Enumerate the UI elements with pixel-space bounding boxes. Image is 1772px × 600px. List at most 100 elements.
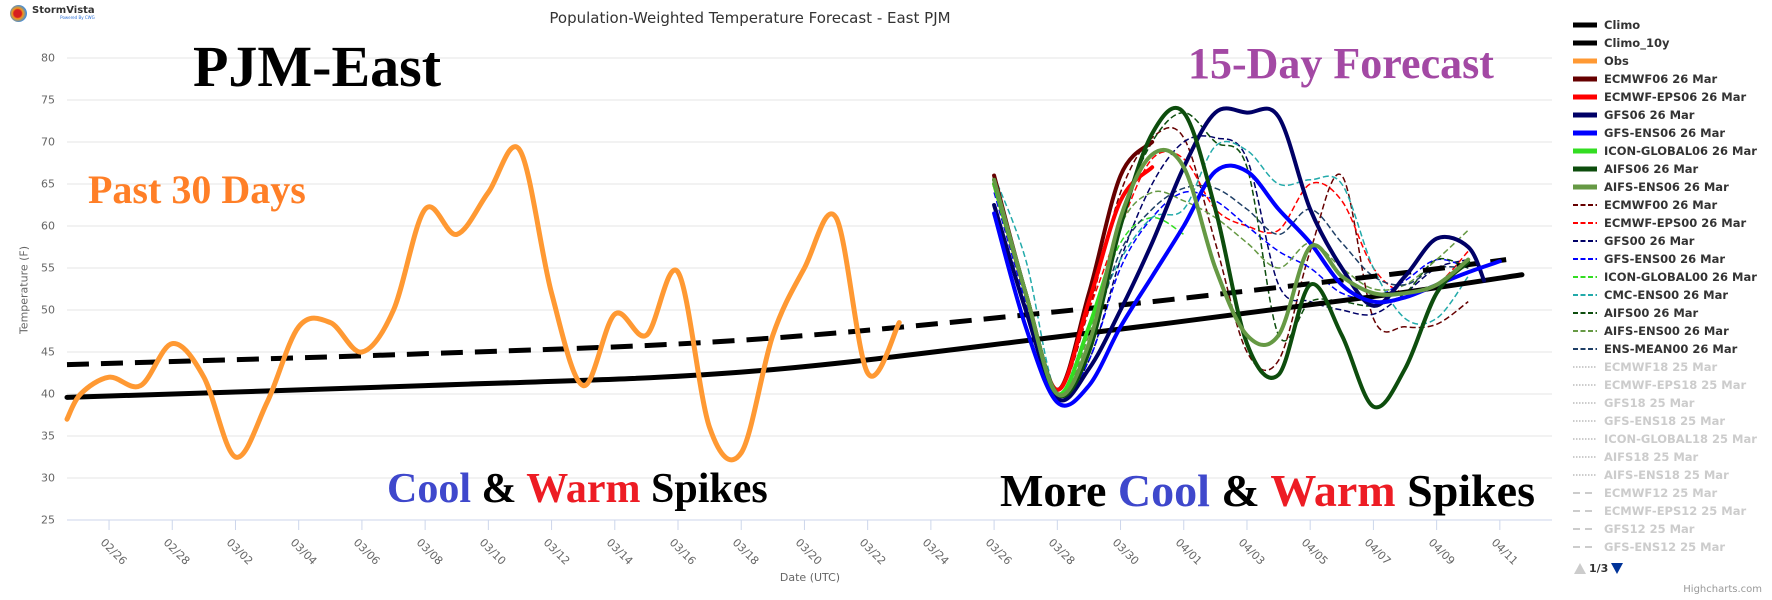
legend-next-page-icon[interactable]	[1611, 563, 1624, 574]
highcharts-credits[interactable]: Highcharts.com	[1683, 584, 1762, 595]
legend-item[interactable]: AIFS06 26 Mar	[1572, 160, 1772, 178]
legend-symbol-icon	[1573, 222, 1597, 224]
legend-symbol-icon	[1573, 130, 1597, 136]
legend-item[interactable]: ECMWF-EPS12 25 Mar	[1572, 502, 1772, 520]
legend-item[interactable]: ECMWF12 25 Mar	[1572, 484, 1772, 502]
legend-label: GFS18 25 Mar	[1604, 396, 1695, 410]
overlay-pjm-east: PJM-East	[193, 34, 442, 99]
legend-item[interactable]: AIFS-ENS18 25 Mar	[1572, 466, 1772, 484]
legend-label: ICON-GLOBAL18 25 Mar	[1604, 432, 1757, 446]
legend-symbol-icon	[1573, 276, 1597, 278]
legend-symbol-icon	[1573, 148, 1597, 154]
legend-item[interactable]: GFS06 26 Mar	[1572, 106, 1772, 124]
legend-symbol-icon	[1573, 166, 1597, 172]
legend-symbol-icon	[1573, 40, 1597, 46]
overlay-more-cool-warm-spikes: More Cool & Warm Spikes	[1000, 468, 1535, 514]
legend-item[interactable]: GFS-ENS12 25 Mar	[1572, 538, 1772, 556]
legend-item[interactable]: ENS-MEAN00 26 Mar	[1572, 340, 1772, 358]
series-aifs00-26-mar	[993, 111, 1469, 397]
legend-item[interactable]: ICON-GLOBAL00 26 Mar	[1572, 268, 1772, 286]
legend-symbol-icon	[1573, 528, 1597, 530]
stormvista-logo-icon	[10, 4, 27, 22]
legend-item[interactable]: ICON-GLOBAL18 25 Mar	[1572, 430, 1772, 448]
legend-label: Climo_10y	[1604, 36, 1670, 50]
legend-label: AIFS00 26 Mar	[1604, 306, 1699, 320]
legend-item[interactable]: ECMWF-EPS06 26 Mar	[1572, 88, 1772, 106]
legend-label: ECMWF-EPS18 25 Mar	[1604, 378, 1747, 392]
y-tick-label: 55	[41, 261, 55, 275]
legend-symbol-icon	[1573, 402, 1597, 404]
y-axis-label: Temperature (F)	[17, 245, 31, 335]
x-axis-label: Date (UTC)	[779, 571, 841, 584]
legend-item[interactable]: ECMWF06 26 Mar	[1572, 70, 1772, 88]
legend-label: ICON-GLOBAL00 26 Mar	[1604, 270, 1757, 284]
legend-item[interactable]: Climo	[1572, 16, 1772, 34]
legend-label: AIFS-ENS00 26 Mar	[1604, 324, 1729, 338]
legend-label: ECMWF-EPS00 26 Mar	[1604, 216, 1747, 230]
legend-item[interactable]: Obs	[1572, 52, 1772, 70]
legend-label: GFS06 26 Mar	[1604, 108, 1695, 122]
legend-symbol-icon	[1573, 348, 1597, 350]
y-tick-label: 35	[41, 429, 55, 443]
legend-label: ECMWF18 25 Mar	[1604, 360, 1718, 374]
legend-symbol-icon	[1573, 112, 1597, 118]
overlay-more-word: More	[1000, 465, 1118, 516]
legend-symbol-icon	[1573, 294, 1597, 296]
overlay-warm-word: Warm	[526, 466, 641, 512]
legend-label: AIFS06 26 Mar	[1604, 162, 1699, 176]
legend-symbol-icon	[1573, 58, 1597, 64]
legend-label: ECMWF06 26 Mar	[1604, 72, 1718, 86]
legend-item[interactable]: GFS-ENS00 26 Mar	[1572, 250, 1772, 268]
legend-symbol-icon	[1573, 184, 1597, 190]
legend-label: GFS00 26 Mar	[1604, 234, 1695, 248]
overlay-past-30-days: Past 30 Days	[88, 167, 306, 212]
series-gfs06-26-mar	[992, 106, 1487, 403]
legend-symbol-icon	[1573, 420, 1597, 422]
legend-symbol-icon	[1573, 492, 1597, 494]
y-tick-label: 60	[41, 219, 55, 233]
legend-symbol-icon	[1573, 456, 1597, 458]
legend-prev-page-icon[interactable]	[1574, 563, 1586, 574]
legend-item[interactable]: AIFS-ENS00 26 Mar	[1572, 322, 1772, 340]
y-tick-label: 45	[41, 345, 55, 359]
legend-label: GFS-ENS00 26 Mar	[1604, 252, 1726, 266]
legend-symbol-icon	[1573, 330, 1597, 332]
y-tick-label: 80	[41, 51, 55, 65]
overlay-cool-word-2: Cool	[1117, 465, 1210, 516]
legend-item[interactable]: GFS12 25 Mar	[1572, 520, 1772, 538]
legend-item[interactable]: ICON-GLOBAL06 26 Mar	[1572, 142, 1772, 160]
legend-symbol-icon	[1573, 312, 1597, 314]
legend-label: AIFS-ENS18 25 Mar	[1604, 468, 1729, 482]
series-aifs-ens00-26-mar	[993, 179, 1469, 396]
legend-label: ECMWF-EPS12 25 Mar	[1604, 504, 1747, 518]
legend-item[interactable]: CMC-ENS00 26 Mar	[1572, 286, 1772, 304]
legend-item[interactable]: GFS18 25 Mar	[1572, 394, 1772, 412]
legend-symbol-icon	[1573, 76, 1597, 82]
legend-item[interactable]: AIFS00 26 Mar	[1572, 304, 1772, 322]
legend-label: ECMWF00 26 Mar	[1604, 198, 1718, 212]
legend-item[interactable]: GFS00 26 Mar	[1572, 232, 1772, 250]
legend-item[interactable]: GFS-ENS18 25 Mar	[1572, 412, 1772, 430]
legend-label: ENS-MEAN00 26 Mar	[1604, 342, 1738, 356]
legend-item[interactable]: ECMWF-EPS18 25 Mar	[1572, 376, 1772, 394]
legend-item[interactable]: ECMWF00 26 Mar	[1572, 196, 1772, 214]
y-tick-label: 40	[41, 387, 55, 401]
legend-symbol-icon	[1573, 258, 1597, 260]
legend-item[interactable]: AIFS-ENS06 26 Mar	[1572, 178, 1772, 196]
legend-item[interactable]: Climo_10y	[1572, 34, 1772, 52]
legend-item[interactable]: GFS-ENS06 26 Mar	[1572, 124, 1772, 142]
legend-symbol-icon	[1573, 94, 1597, 100]
legend-label: ICON-GLOBAL06 26 Mar	[1604, 144, 1757, 158]
series-layer	[64, 105, 1525, 463]
legend-label: AIFS18 25 Mar	[1604, 450, 1699, 464]
overlay-cool-word: Cool	[387, 466, 471, 512]
series-obs	[64, 144, 902, 463]
legend-item[interactable]: AIFS18 25 Mar	[1572, 448, 1772, 466]
legend-item[interactable]: ECMWF-EPS00 26 Mar	[1572, 214, 1772, 232]
legend-item[interactable]: ECMWF18 25 Mar	[1572, 358, 1772, 376]
legend-label: AIFS-ENS06 26 Mar	[1604, 180, 1729, 194]
overlay-amp: &	[471, 466, 527, 512]
legend-pagination: 1/3	[1574, 562, 1772, 575]
legend-label: Climo	[1604, 18, 1641, 32]
overlay-amp-2: &	[1209, 465, 1271, 516]
